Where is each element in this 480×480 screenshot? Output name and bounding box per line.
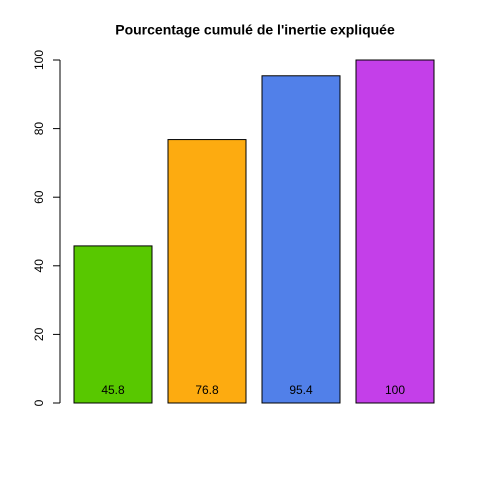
y-tick-label: 100	[32, 50, 46, 70]
bar	[167, 139, 247, 404]
bar	[355, 59, 435, 404]
data-label: 45.8	[101, 383, 125, 397]
chart-title: Pourcentage cumulé de l'inertie expliqué…	[115, 22, 395, 38]
bar	[73, 245, 153, 404]
data-label: 95.4	[289, 383, 313, 397]
bar	[261, 75, 341, 404]
data-label: 76.8	[195, 383, 219, 397]
y-tick-label: 80	[32, 122, 46, 136]
data-label: 100	[385, 383, 405, 397]
y-tick-label: 40	[32, 259, 46, 273]
y-tick-label: 20	[32, 327, 46, 341]
y-tick-label: 0	[32, 399, 46, 406]
y-tick-label: 60	[32, 190, 46, 204]
